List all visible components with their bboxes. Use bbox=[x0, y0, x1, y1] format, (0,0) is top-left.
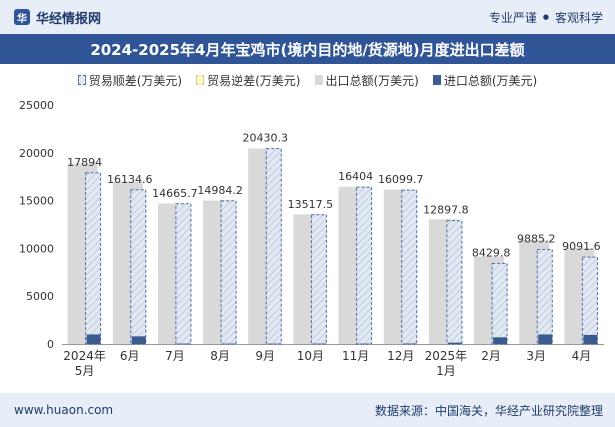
y-tick-label: 0 bbox=[47, 338, 54, 351]
surplus-bar bbox=[356, 186, 373, 345]
x-tick-label: 3月 bbox=[526, 349, 546, 363]
legend-label: 出口总额(万美元) bbox=[325, 73, 419, 88]
legend-item: 进口总额(万美元) bbox=[432, 70, 538, 90]
surplus-bar bbox=[401, 189, 418, 345]
legend-label: 贸易顺差(万美元) bbox=[88, 73, 183, 88]
x-tick-label: 4月 bbox=[572, 349, 592, 363]
import-bar bbox=[447, 342, 462, 344]
legend-swatch bbox=[432, 75, 441, 85]
logo-icon: 华 bbox=[14, 9, 30, 25]
surplus-bar bbox=[175, 203, 192, 345]
import-bar bbox=[131, 336, 146, 344]
chart-title: 2024-2025年4月年宝鸡市(境内目的地/货源地)月度进出口差额 bbox=[90, 40, 525, 59]
legend-swatch bbox=[196, 75, 205, 85]
legend-swatch bbox=[77, 75, 86, 85]
data-source: 数据来源：中国海关，华经产业研究院整理 bbox=[374, 403, 603, 418]
surplus-bar bbox=[85, 172, 102, 345]
data-label: 16099.7 bbox=[378, 173, 424, 186]
data-label: 9885.2 bbox=[517, 232, 556, 245]
data-label: 13517.5 bbox=[288, 198, 334, 211]
chart-title-bar: 2024-2025年4月年宝鸡市(境内目的地/货源地)月度进出口差额 bbox=[0, 34, 615, 64]
import-bar bbox=[538, 334, 553, 344]
legend-label: 进口总额(万美元) bbox=[443, 73, 538, 88]
surplus-bar bbox=[536, 248, 553, 345]
data-label: 12897.8 bbox=[423, 204, 469, 217]
legend-label: 贸易逆差(万美元) bbox=[207, 73, 301, 88]
import-bar bbox=[493, 337, 508, 344]
x-tick-label: 6月 bbox=[120, 349, 140, 363]
legend-item: 贸易逆差(万美元) bbox=[196, 70, 301, 90]
data-label: 17894 bbox=[67, 156, 102, 169]
data-label: 14984.2 bbox=[197, 184, 243, 197]
tagline-left: 专业严谨 bbox=[488, 10, 537, 25]
surplus-bar bbox=[446, 220, 463, 345]
data-label: 9091.6 bbox=[562, 240, 601, 253]
y-tick-label: 15000 bbox=[19, 195, 54, 208]
surplus-bar bbox=[491, 262, 508, 345]
legend-item: 出口总额(万美元) bbox=[314, 70, 419, 90]
y-tick-label: 25000 bbox=[19, 99, 54, 112]
top-bar: 华 华经情报网 专业严谨 ● 客观科学 bbox=[0, 0, 615, 34]
website-url: www.huaon.com bbox=[14, 403, 114, 417]
tagline-separator: ● bbox=[542, 13, 549, 21]
footer: www.huaon.com 数据来源：中国海关，华经产业研究院整理 bbox=[0, 393, 615, 427]
legend-swatch bbox=[314, 75, 323, 85]
x-tick-label: 2024年 5月 bbox=[63, 349, 106, 378]
tagline: 专业严谨 ● 客观科学 bbox=[489, 0, 603, 34]
x-tick-label: 7月 bbox=[165, 349, 185, 363]
legend-item: 贸易顺差(万美元) bbox=[77, 70, 183, 90]
surplus-bar bbox=[310, 214, 327, 345]
surplus-bar bbox=[581, 256, 598, 345]
x-tick-label: 12月 bbox=[387, 349, 414, 363]
y-tick-label: 5000 bbox=[26, 290, 54, 303]
surplus-bar bbox=[130, 189, 147, 345]
x-tick-label: 2025年 1月 bbox=[425, 349, 468, 378]
data-label: 20430.3 bbox=[243, 132, 289, 145]
brand-name: 华经情报网 bbox=[36, 11, 102, 27]
x-tick-label: 8月 bbox=[210, 349, 230, 363]
import-bar bbox=[583, 334, 598, 344]
data-label: 16404 bbox=[338, 170, 373, 183]
brand: 华 华经情报网 bbox=[14, 0, 101, 34]
y-tick-label: 10000 bbox=[19, 242, 54, 255]
x-tick-label: 2月 bbox=[481, 349, 501, 363]
chart-area: 0 5000 10000 15000 20000 25000 17894 2024年 5月 161… bbox=[19, 99, 604, 378]
surplus-bar bbox=[220, 200, 237, 345]
tagline-right: 客观科学 bbox=[554, 10, 603, 25]
surplus-bar bbox=[265, 148, 282, 345]
x-tick-label: 11月 bbox=[342, 349, 369, 363]
legend: 贸易顺差(万美元) 贸易逆差(万美元) 出口总额(万美元) 进口总额(万美元) bbox=[0, 70, 615, 90]
import-bar bbox=[86, 334, 101, 344]
data-label: 8429.8 bbox=[472, 246, 511, 259]
x-tick-label: 10月 bbox=[297, 349, 324, 363]
x-tick-label: 9月 bbox=[255, 349, 275, 363]
data-label: 14665.7 bbox=[152, 187, 198, 200]
data-label: 16134.6 bbox=[107, 173, 153, 186]
y-tick-label: 20000 bbox=[19, 147, 54, 160]
